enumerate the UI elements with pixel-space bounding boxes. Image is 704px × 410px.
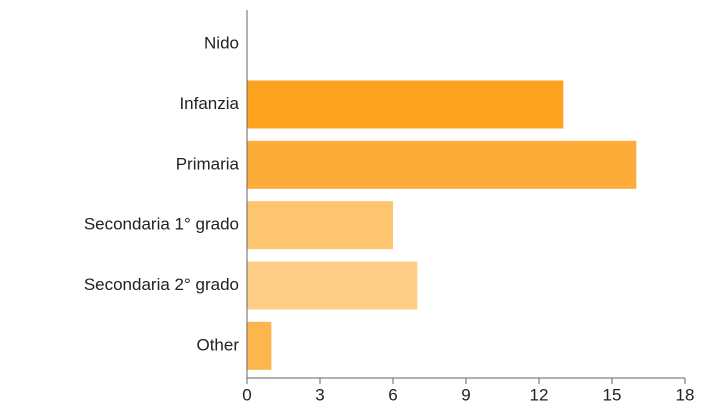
bar — [247, 80, 564, 129]
x-tick-label: 6 — [388, 385, 397, 404]
x-tick-label: 12 — [530, 385, 549, 404]
y-tick-label: Nido — [204, 34, 239, 53]
y-tick-label: Other — [196, 335, 239, 354]
x-tick-label: 0 — [242, 385, 251, 404]
bar — [247, 201, 393, 250]
y-tick-label: Infanzia — [179, 94, 239, 113]
bar — [247, 321, 272, 370]
bar — [247, 261, 418, 310]
y-tick-label: Secondaria 2° grado — [84, 275, 239, 294]
y-tick-label: Secondaria 1° grado — [84, 215, 239, 234]
x-tick-label: 9 — [461, 385, 470, 404]
x-tick-label: 15 — [603, 385, 622, 404]
x-tick-label: 18 — [676, 385, 695, 404]
y-tick-label: Primaria — [176, 154, 240, 173]
bar — [247, 140, 637, 189]
x-tick-label: 3 — [315, 385, 324, 404]
